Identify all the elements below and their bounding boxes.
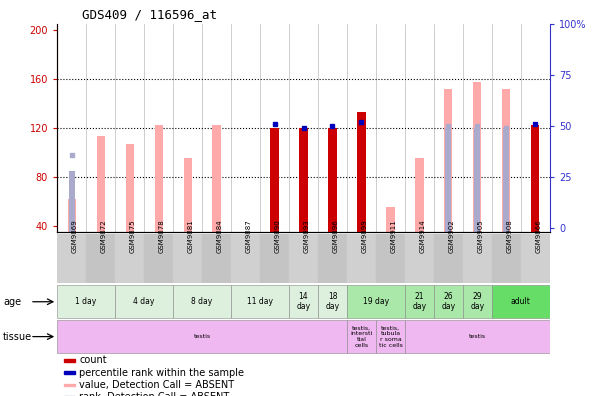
Bar (415, 158, 424, 232)
Bar (231, 285, 289, 318)
Text: GSM9866: GSM9866 (535, 219, 542, 253)
Bar (318, 234, 347, 283)
Text: count: count (79, 355, 107, 365)
Text: 14
day: 14 day (296, 292, 311, 311)
Bar (144, 234, 173, 283)
Bar (405, 285, 434, 318)
Text: GSM9911: GSM9911 (391, 219, 397, 253)
Bar (376, 234, 405, 283)
Text: GSM9893: GSM9893 (304, 219, 310, 253)
Bar (434, 234, 463, 283)
Bar (329, 128, 337, 232)
Bar (67, 199, 76, 232)
Bar (57, 285, 115, 318)
Bar (474, 82, 481, 232)
Text: GSM9881: GSM9881 (188, 219, 194, 253)
Text: 29
day: 29 day (471, 292, 484, 311)
Text: testis,
tubula
r soma
tic cells: testis, tubula r soma tic cells (379, 326, 403, 348)
Text: GSM9899: GSM9899 (361, 219, 367, 253)
Text: age: age (3, 297, 21, 307)
Text: GSM9896: GSM9896 (332, 219, 338, 253)
Bar (347, 320, 376, 353)
Text: 4 day: 4 day (133, 297, 154, 306)
Bar (289, 285, 318, 318)
Text: GSM9869: GSM9869 (72, 219, 78, 253)
Bar (57, 234, 86, 283)
Bar (318, 285, 347, 318)
Bar (97, 136, 105, 232)
Bar (86, 234, 115, 283)
Text: 11 day: 11 day (247, 297, 273, 306)
Text: GSM9905: GSM9905 (477, 219, 483, 253)
Bar (445, 128, 451, 232)
Text: GSM9914: GSM9914 (419, 219, 426, 253)
Bar (126, 144, 133, 232)
Bar (492, 285, 550, 318)
Bar (115, 234, 144, 283)
Text: percentile rank within the sample: percentile rank within the sample (79, 367, 244, 377)
Bar (260, 234, 289, 283)
Bar (376, 320, 405, 353)
Bar (57, 320, 347, 353)
Text: testis: testis (194, 334, 210, 339)
Bar (386, 207, 394, 232)
Text: GSM9878: GSM9878 (159, 219, 165, 253)
Text: GSM9872: GSM9872 (100, 219, 106, 253)
Bar (64, 371, 75, 374)
Bar (504, 128, 510, 232)
Bar (173, 285, 231, 318)
Bar (270, 128, 278, 232)
Bar (405, 320, 550, 353)
Bar (474, 128, 480, 232)
Bar (347, 285, 405, 318)
Text: 21
day: 21 day (412, 292, 427, 311)
Bar (299, 128, 308, 232)
Bar (64, 383, 75, 386)
Text: testis: testis (469, 334, 486, 339)
Bar (444, 89, 453, 232)
Bar (69, 171, 75, 232)
Text: 1 day: 1 day (76, 297, 97, 306)
Text: GSM9902: GSM9902 (448, 219, 454, 253)
Bar (231, 234, 260, 283)
Bar (405, 234, 434, 283)
Text: 8 day: 8 day (191, 297, 213, 306)
Text: GSM9875: GSM9875 (130, 219, 136, 253)
Bar (213, 125, 221, 232)
Bar (183, 158, 192, 232)
Text: rank, Detection Call = ABSENT: rank, Detection Call = ABSENT (79, 392, 230, 396)
Bar (531, 125, 540, 232)
Bar (521, 234, 550, 283)
Text: GSM9908: GSM9908 (507, 219, 513, 253)
Bar (463, 234, 492, 283)
Text: 19 day: 19 day (363, 297, 389, 306)
Text: value, Detection Call = ABSENT: value, Detection Call = ABSENT (79, 380, 234, 390)
Bar (115, 285, 173, 318)
Bar (289, 234, 318, 283)
Text: 18
day: 18 day (325, 292, 340, 311)
Bar (463, 285, 492, 318)
Text: GSM9887: GSM9887 (246, 219, 252, 253)
Bar (202, 234, 231, 283)
Text: adult: adult (511, 297, 531, 306)
Text: GSM9884: GSM9884 (216, 219, 222, 253)
Bar (173, 234, 202, 283)
Bar (347, 234, 376, 283)
Text: GDS409 / 116596_at: GDS409 / 116596_at (82, 8, 217, 21)
Bar (434, 285, 463, 318)
Bar (358, 112, 365, 232)
Text: GSM9890: GSM9890 (275, 219, 281, 253)
Text: 26
day: 26 day (441, 292, 456, 311)
Text: testis,
intersti
tial
cells: testis, intersti tial cells (350, 326, 373, 348)
Bar (64, 359, 75, 362)
Bar (154, 125, 163, 232)
Bar (502, 89, 510, 232)
Bar (492, 234, 521, 283)
Text: tissue: tissue (3, 331, 32, 342)
